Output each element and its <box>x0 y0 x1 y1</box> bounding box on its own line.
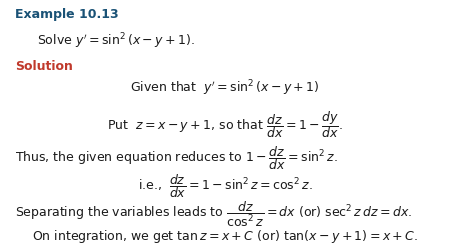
Text: Separating the variables leads to $\dfrac{dz}{\cos^2 z} =  dx$ (or) $\sec^2 z\,d: Separating the variables leads to $\dfra… <box>15 200 412 229</box>
Text: Thus, the given equation reduces to $1-\dfrac{dz}{dx}=\sin^2 z$.: Thus, the given equation reduces to $1-\… <box>15 144 338 172</box>
Text: i.e.,  $\dfrac{dz}{dx} = 1-\sin^2 z = \cos^2 z$.: i.e., $\dfrac{dz}{dx} = 1-\sin^2 z = \co… <box>137 172 312 200</box>
Text: Solve $y'=\sin^2(x-y+1)$.: Solve $y'=\sin^2(x-y+1)$. <box>36 32 194 51</box>
Text: Put  $z = x-y+1$, so that $\dfrac{dz}{dx}=1-\dfrac{dy}{dx}$.: Put $z = x-y+1$, so that $\dfrac{dz}{dx}… <box>107 109 343 140</box>
Text: Given that  $y' = \sin^2(x-y+1)$: Given that $y' = \sin^2(x-y+1)$ <box>130 79 320 98</box>
Text: Example 10.13: Example 10.13 <box>15 8 118 21</box>
Text: On integration, we get $\tan z = x+C$ (or) $\tan(x-y+1)=x+C$.: On integration, we get $\tan z = x+C$ (o… <box>32 228 418 245</box>
Text: Solution: Solution <box>15 60 73 73</box>
